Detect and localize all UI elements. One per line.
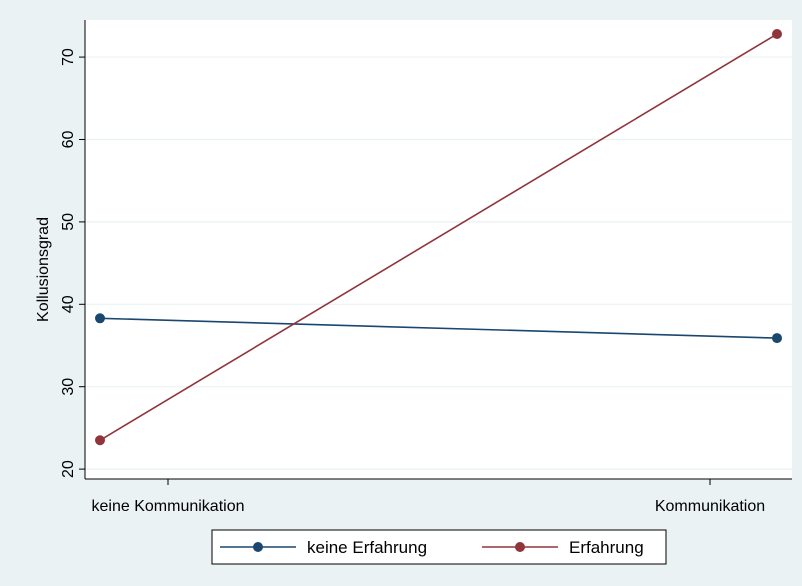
y-tick-label: 50 [60, 213, 77, 231]
data-point [772, 29, 782, 40]
x-tick-label: keine Kommunikation [92, 498, 245, 515]
data-point [95, 435, 105, 446]
legend-marker-1 [515, 542, 525, 552]
y-axis-title: Kollusionsgrad [35, 217, 52, 322]
series-lines [99, 33, 778, 441]
series-line-1 [99, 33, 778, 441]
y-tick-label: 40 [60, 295, 77, 313]
legend: keine Erfahrung Erfahrung [211, 529, 667, 565]
y-tick-label: 30 [60, 378, 77, 396]
legend-label-0: keine Erfahrung [307, 538, 427, 557]
legend-label-1: Erfahrung [569, 538, 644, 557]
series-points [95, 29, 782, 446]
data-point [772, 333, 782, 344]
x-axis: keine Kommunikation Kommunikation [85, 478, 792, 515]
x-tick-label: Kommunikation [655, 498, 765, 515]
y-tick-label: 70 [60, 48, 77, 66]
y-tick-label: 20 [60, 460, 77, 478]
data-point [95, 313, 105, 324]
legend-marker-0 [253, 542, 263, 552]
y-axis: 20 30 40 50 60 70 [60, 20, 86, 479]
series-line-0 [99, 317, 778, 339]
gridlines [85, 56, 792, 470]
y-tick-label: 60 [60, 130, 77, 148]
